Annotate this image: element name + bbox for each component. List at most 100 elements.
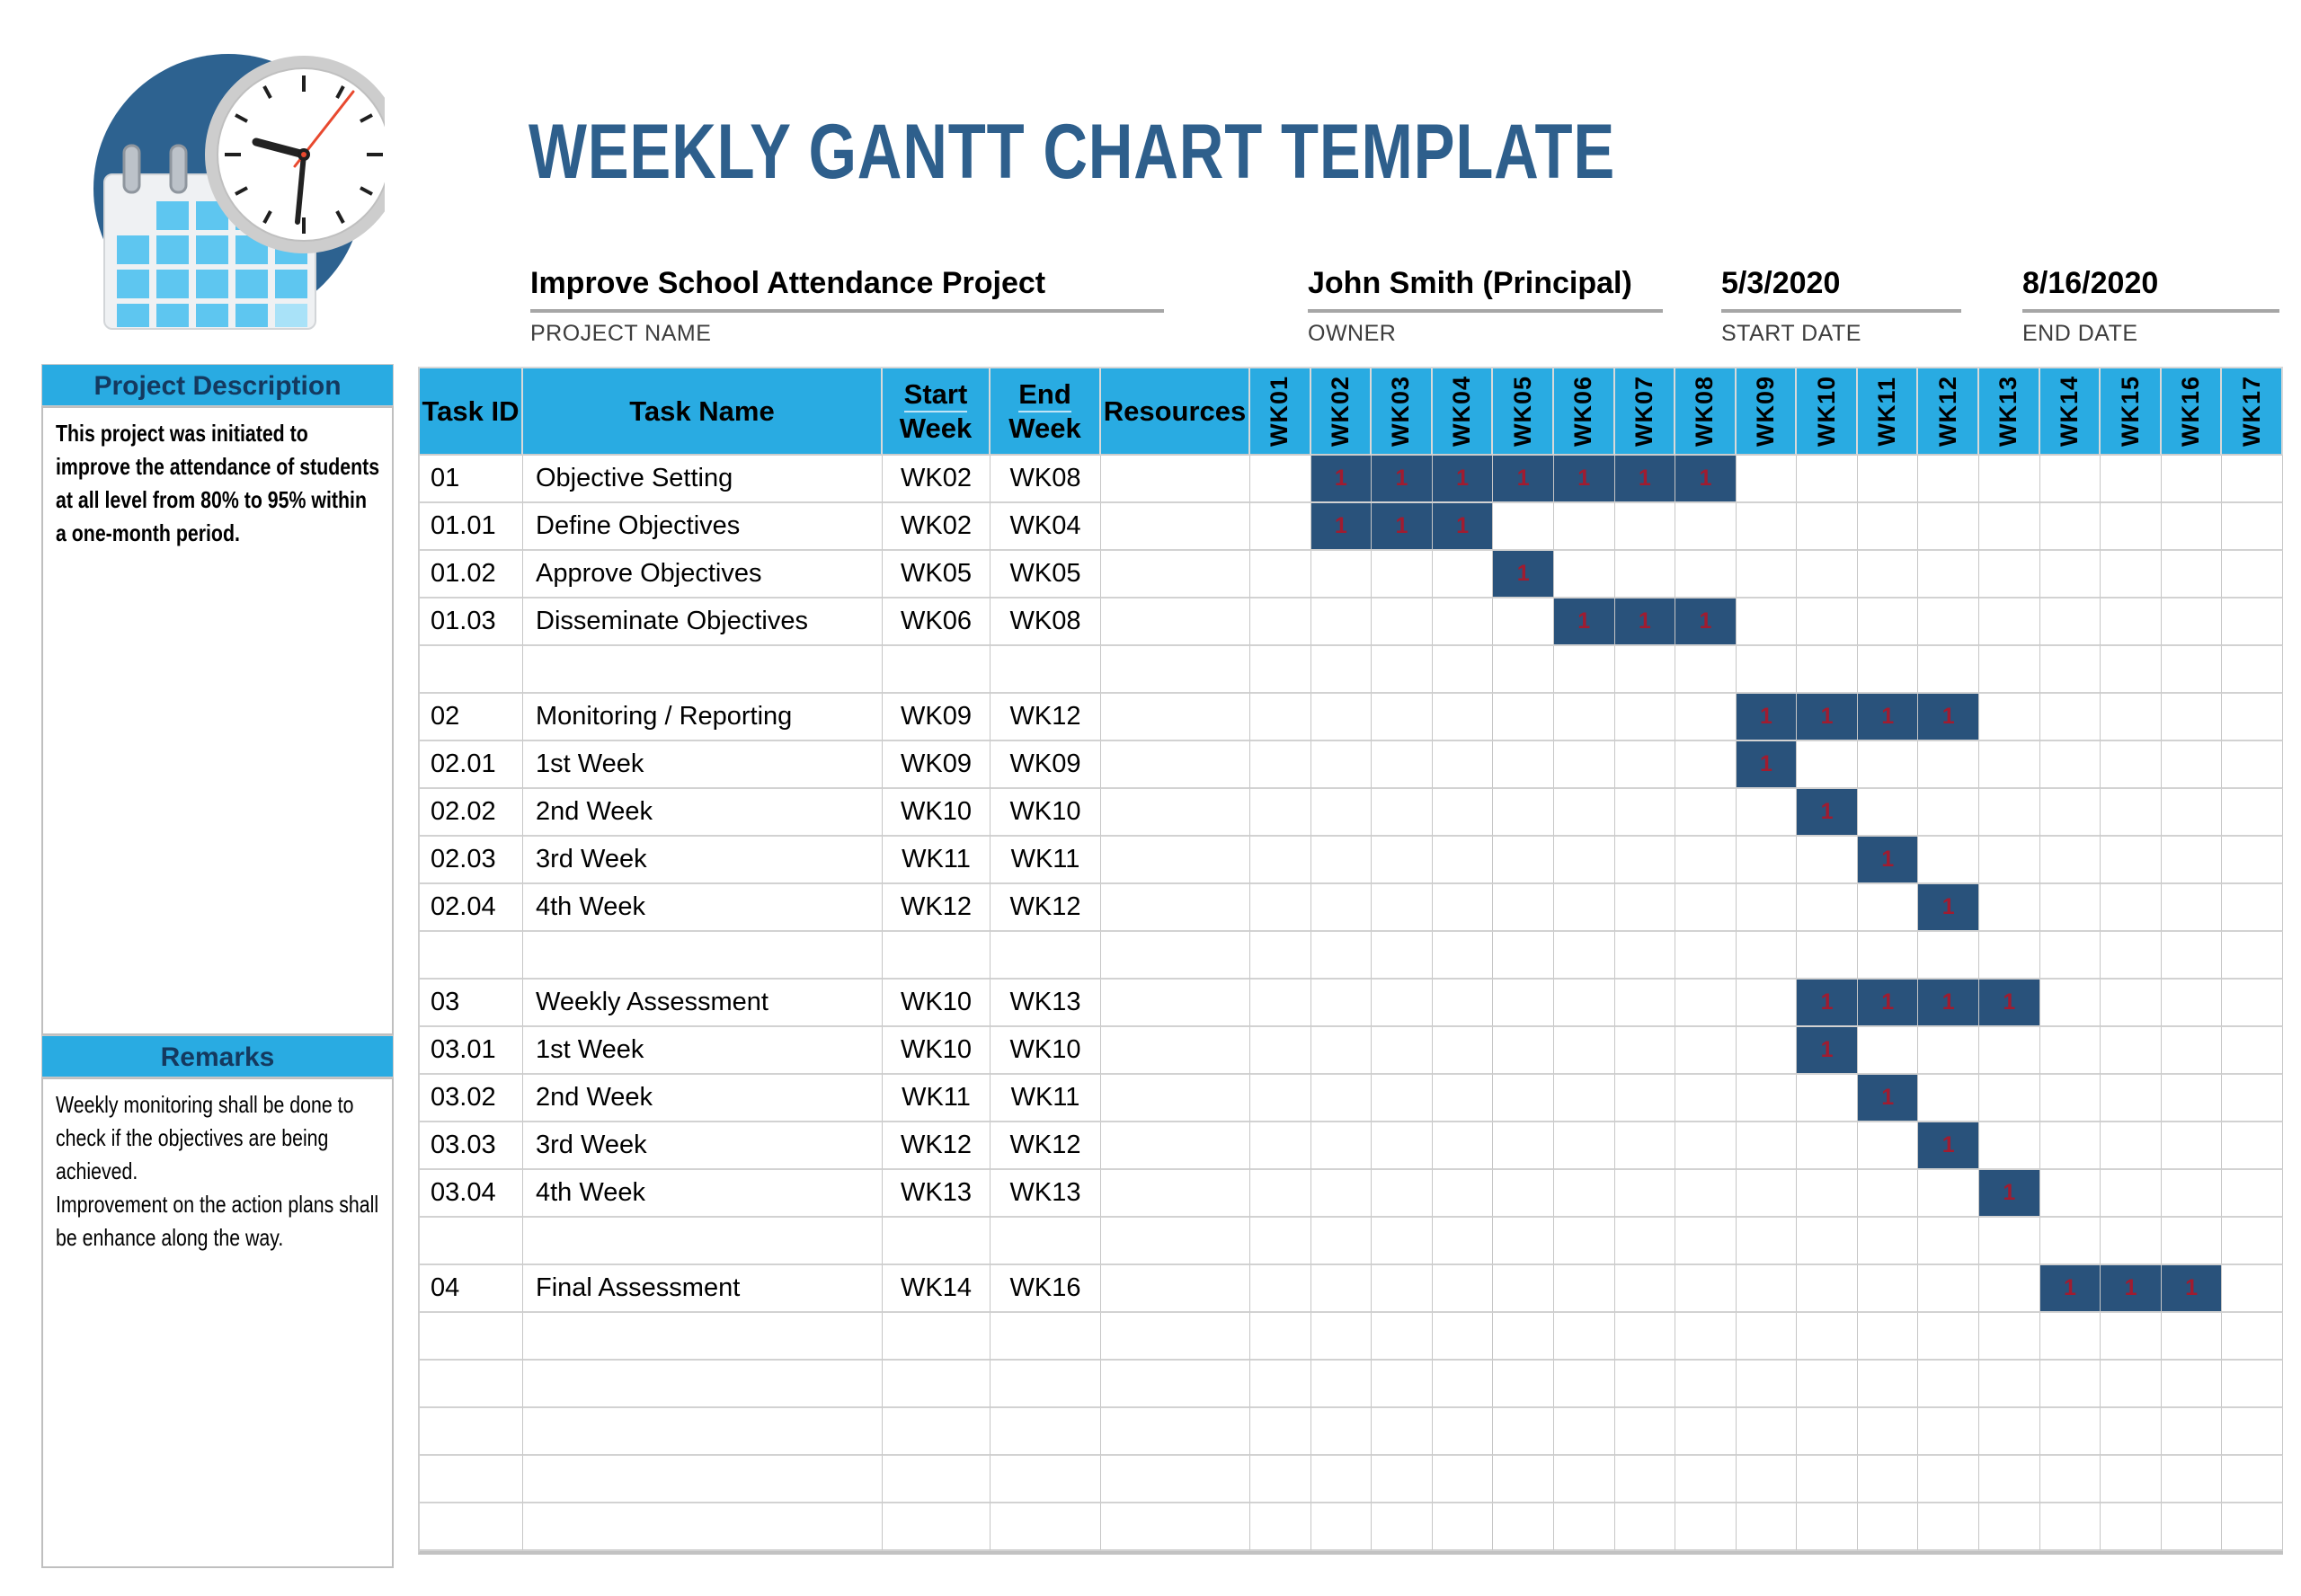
gantt-bar-cell[interactable]: 1	[1918, 1122, 1980, 1170]
gantt-cell[interactable]	[1857, 1313, 1919, 1361]
start-week-cell[interactable]: WK06	[883, 598, 991, 646]
gantt-bar-cell[interactable]: 1	[1736, 741, 1798, 789]
gantt-cell[interactable]	[2101, 1075, 2162, 1122]
task-name-cell[interactable]: Objective Setting	[523, 456, 883, 503]
gantt-bar-cell[interactable]: 1	[1432, 503, 1494, 551]
gantt-cell[interactable]	[1857, 503, 1919, 551]
end-week-cell[interactable]: WK11	[991, 837, 1101, 884]
gantt-cell[interactable]	[2222, 1075, 2283, 1122]
gantt-cell[interactable]	[2222, 789, 2283, 837]
task-name-cell[interactable]: 1st Week	[523, 741, 883, 789]
gantt-cell[interactable]	[1614, 1170, 1676, 1218]
gantt-cell[interactable]	[1675, 1313, 1737, 1361]
gantt-cell[interactable]	[1675, 1265, 1737, 1313]
gantt-cell[interactable]	[2161, 1075, 2223, 1122]
gantt-cell[interactable]	[1675, 741, 1737, 789]
gantt-cell[interactable]	[1432, 789, 1494, 837]
gantt-cell[interactable]	[1250, 1503, 1311, 1551]
gantt-cell[interactable]	[1675, 1503, 1737, 1551]
gantt-cell[interactable]	[1310, 1170, 1373, 1218]
gantt-cell[interactable]	[1553, 1408, 1615, 1456]
gantt-cell[interactable]	[1432, 1027, 1494, 1075]
gantt-cell[interactable]	[1553, 694, 1615, 741]
gantt-cell[interactable]	[1736, 503, 1798, 551]
gantt-bar-cell[interactable]: 1	[1372, 503, 1433, 551]
gantt-cell[interactable]	[2161, 694, 2223, 741]
gantt-cell[interactable]	[1310, 1027, 1373, 1075]
gantt-cell[interactable]	[1979, 1218, 2040, 1265]
end-week-cell[interactable]: WK16	[991, 1265, 1101, 1313]
gantt-cell[interactable]	[1250, 1408, 1311, 1456]
gantt-cell[interactable]	[1493, 1503, 1554, 1551]
task-id-cell[interactable]: 01	[420, 456, 523, 503]
gantt-cell[interactable]	[1797, 598, 1858, 646]
gantt-cell[interactable]	[1918, 1456, 1980, 1503]
gantt-cell[interactable]	[2039, 503, 2101, 551]
task-id-cell[interactable]	[420, 1361, 523, 1408]
gantt-cell[interactable]	[2161, 741, 2223, 789]
gantt-bar-cell[interactable]: 1	[1614, 598, 1676, 646]
gantt-cell[interactable]	[2161, 1218, 2223, 1265]
gantt-cell[interactable]	[1493, 741, 1554, 789]
gantt-cell[interactable]	[2161, 1408, 2223, 1456]
end-date-value[interactable]: 8/16/2020	[2022, 266, 2279, 313]
gantt-bar-cell[interactable]: 1	[1432, 456, 1494, 503]
gantt-cell[interactable]	[1250, 837, 1311, 884]
gantt-cell[interactable]	[2039, 551, 2101, 598]
gantt-cell[interactable]	[1250, 1027, 1311, 1075]
gantt-bar-cell[interactable]: 1	[1614, 456, 1676, 503]
gantt-cell[interactable]	[1857, 1265, 1919, 1313]
gantt-cell[interactable]	[1736, 1503, 1798, 1551]
gantt-cell[interactable]	[1614, 1122, 1676, 1170]
gantt-cell[interactable]	[1372, 1265, 1433, 1313]
start-week-cell[interactable]	[883, 1408, 991, 1456]
gantt-cell[interactable]	[1797, 1075, 1858, 1122]
gantt-cell[interactable]	[1614, 1027, 1676, 1075]
gantt-cell[interactable]	[1310, 1456, 1373, 1503]
gantt-cell[interactable]	[1675, 1408, 1737, 1456]
gantt-cell[interactable]	[2101, 932, 2162, 980]
gantt-cell[interactable]	[1250, 503, 1311, 551]
gantt-cell[interactable]	[1918, 1503, 1980, 1551]
end-week-cell[interactable]: WK13	[991, 980, 1101, 1027]
task-id-cell[interactable]: 02	[420, 694, 523, 741]
task-name-cell[interactable]: 2nd Week	[523, 789, 883, 837]
gantt-cell[interactable]	[1979, 1408, 2040, 1456]
resources-cell[interactable]	[1101, 1122, 1250, 1170]
gantt-cell[interactable]	[1553, 789, 1615, 837]
gantt-cell[interactable]	[1857, 551, 1919, 598]
gantt-cell[interactable]	[1675, 789, 1737, 837]
end-week-cell[interactable]	[991, 1503, 1101, 1551]
start-week-cell[interactable]: WK10	[883, 789, 991, 837]
gantt-cell[interactable]	[1432, 1265, 1494, 1313]
gantt-cell[interactable]	[1250, 932, 1311, 980]
gantt-cell[interactable]	[1918, 1361, 1980, 1408]
gantt-cell[interactable]	[1736, 1075, 1798, 1122]
end-week-cell[interactable]: WK09	[991, 741, 1101, 789]
gantt-cell[interactable]	[1372, 789, 1433, 837]
resources-cell[interactable]	[1101, 1075, 1250, 1122]
gantt-bar-cell[interactable]: 1	[2161, 1265, 2223, 1313]
gantt-cell[interactable]	[1250, 456, 1311, 503]
end-week-cell[interactable]: WK08	[991, 456, 1101, 503]
gantt-cell[interactable]	[1432, 932, 1494, 980]
gantt-cell[interactable]	[2161, 1170, 2223, 1218]
gantt-cell[interactable]	[1250, 1313, 1311, 1361]
resources-cell[interactable]	[1101, 837, 1250, 884]
gantt-cell[interactable]	[1372, 741, 1433, 789]
gantt-cell[interactable]	[1797, 837, 1858, 884]
task-id-cell[interactable]: 02.04	[420, 884, 523, 932]
gantt-cell[interactable]	[1675, 503, 1737, 551]
resources-cell[interactable]	[1101, 646, 1250, 694]
resources-cell[interactable]	[1101, 884, 1250, 932]
gantt-cell[interactable]	[1736, 1218, 1798, 1265]
start-date-value[interactable]: 5/3/2020	[1721, 266, 1961, 313]
gantt-cell[interactable]	[1918, 551, 1980, 598]
gantt-cell[interactable]	[1372, 1170, 1433, 1218]
gantt-cell[interactable]	[1553, 646, 1615, 694]
task-id-cell[interactable]	[420, 932, 523, 980]
gantt-cell[interactable]	[1310, 551, 1373, 598]
gantt-cell[interactable]	[1918, 741, 1980, 789]
gantt-cell[interactable]	[1979, 694, 2040, 741]
gantt-cell[interactable]	[1310, 1503, 1373, 1551]
